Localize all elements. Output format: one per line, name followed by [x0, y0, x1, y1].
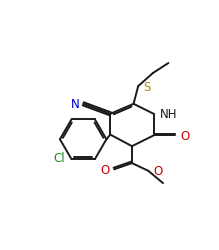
- Text: Cl: Cl: [54, 152, 65, 164]
- Text: O: O: [100, 163, 110, 176]
- Text: NH: NH: [160, 108, 177, 121]
- Text: O: O: [154, 165, 163, 177]
- Text: O: O: [181, 129, 190, 142]
- Text: N: N: [71, 98, 79, 111]
- Text: S: S: [144, 80, 151, 93]
